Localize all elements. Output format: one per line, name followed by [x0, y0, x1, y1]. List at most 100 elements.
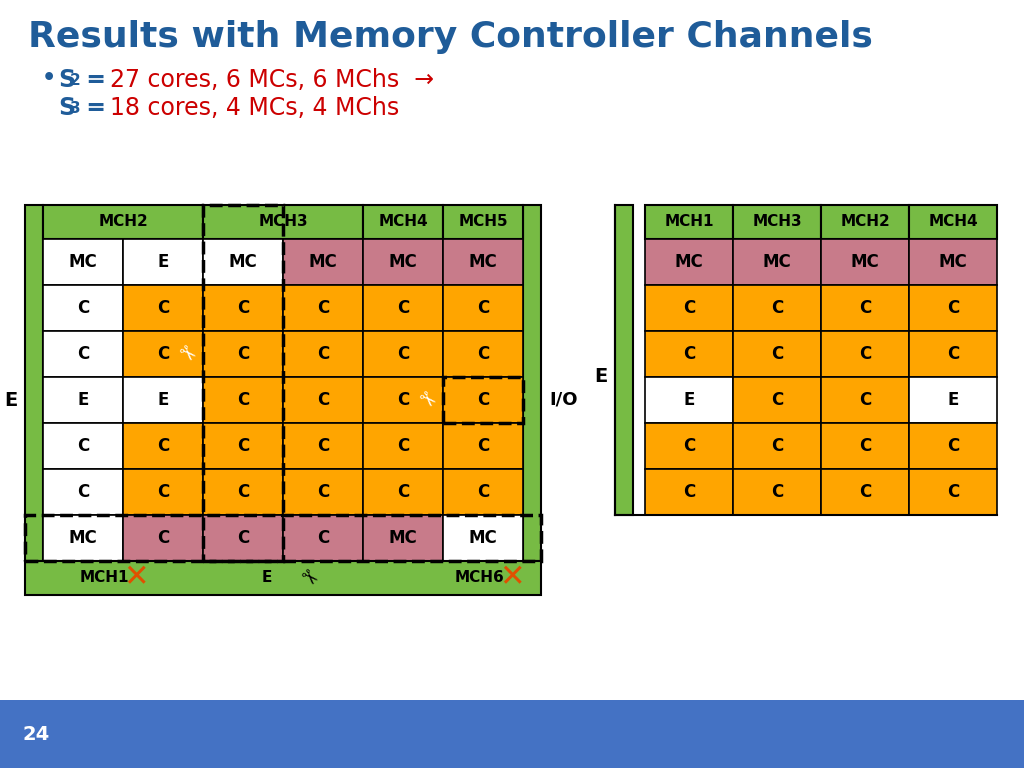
Text: C: C [157, 483, 169, 501]
Text: =: = [78, 96, 115, 120]
Text: C: C [947, 345, 959, 363]
Bar [43, 331, 123, 377]
Text: I/O: I/O [549, 391, 578, 409]
Text: C: C [77, 437, 89, 455]
Text: C: C [237, 391, 249, 409]
Text: 3: 3 [70, 101, 81, 116]
Bar [203, 205, 283, 561]
Bar [123, 515, 203, 561]
Text: MC: MC [69, 253, 97, 271]
Bar [443, 331, 523, 377]
Text: E: E [947, 391, 958, 409]
Text: C: C [157, 437, 169, 455]
Bar [43, 205, 203, 239]
Bar [645, 205, 733, 239]
Text: Results with Memory Controller Channels: Results with Memory Controller Channels [28, 20, 872, 54]
Text: C: C [157, 299, 169, 317]
Text: MCH2: MCH2 [840, 214, 890, 230]
Bar [909, 377, 997, 423]
Bar [203, 285, 283, 331]
Text: C: C [397, 345, 410, 363]
Bar [909, 205, 997, 239]
Bar [25, 205, 43, 561]
Bar [443, 205, 523, 239]
Bar [909, 285, 997, 331]
Text: 18 cores, 4 MCs, 4 MChs: 18 cores, 4 MCs, 4 MChs [110, 96, 399, 120]
Text: C: C [771, 345, 783, 363]
Bar [909, 469, 997, 515]
Bar [123, 239, 203, 285]
Text: MCH1: MCH1 [79, 571, 129, 585]
Text: C: C [157, 345, 169, 363]
Bar [645, 423, 733, 469]
Text: C: C [477, 391, 489, 409]
Text: MCH2: MCH2 [98, 214, 147, 230]
Text: E: E [158, 253, 169, 271]
Bar [821, 239, 909, 285]
Text: C: C [397, 483, 410, 501]
Bar [25, 515, 541, 561]
Text: E: E [594, 368, 607, 386]
Bar [203, 205, 362, 239]
Bar [821, 205, 909, 239]
Bar [909, 239, 997, 285]
Bar [821, 285, 909, 331]
Text: ✕: ✕ [123, 564, 148, 592]
Text: C: C [397, 391, 410, 409]
Text: MCH4: MCH4 [928, 214, 978, 230]
Bar [362, 515, 443, 561]
Text: E: E [4, 390, 17, 409]
Bar [362, 239, 443, 285]
Bar [443, 285, 523, 331]
Bar [443, 423, 523, 469]
Bar [645, 239, 733, 285]
Text: C: C [397, 437, 410, 455]
Bar [909, 423, 997, 469]
Text: MC: MC [389, 253, 418, 271]
Bar [362, 205, 443, 239]
Text: C: C [237, 483, 249, 501]
Text: C: C [683, 437, 695, 455]
Bar [43, 285, 123, 331]
Bar [123, 285, 203, 331]
Bar [283, 239, 362, 285]
Text: C: C [316, 437, 329, 455]
Text: C: C [859, 437, 871, 455]
Bar [443, 239, 523, 285]
Text: MC: MC [389, 529, 418, 547]
Bar [645, 331, 733, 377]
Text: C: C [237, 345, 249, 363]
Bar [821, 377, 909, 423]
Text: C: C [397, 299, 410, 317]
Text: E: E [683, 391, 694, 409]
Text: C: C [477, 437, 489, 455]
Bar [615, 205, 633, 515]
Bar [443, 515, 523, 561]
Text: MCH4: MCH4 [378, 214, 428, 230]
Text: •: • [42, 68, 56, 88]
Text: C: C [947, 437, 959, 455]
Text: MC: MC [69, 529, 97, 547]
Text: MC: MC [228, 253, 257, 271]
Text: MC: MC [851, 253, 880, 271]
Bar [821, 469, 909, 515]
Bar [733, 205, 821, 239]
Text: C: C [683, 483, 695, 501]
Bar [283, 469, 362, 515]
Bar [821, 331, 909, 377]
Bar [362, 331, 443, 377]
Text: C: C [77, 299, 89, 317]
Text: C: C [237, 529, 249, 547]
Text: C: C [316, 529, 329, 547]
Bar [733, 469, 821, 515]
Text: MCH1: MCH1 [665, 214, 714, 230]
Bar [203, 377, 283, 423]
Text: 24: 24 [22, 724, 49, 743]
Bar [203, 469, 283, 515]
Bar [362, 285, 443, 331]
Bar [733, 239, 821, 285]
Text: C: C [316, 483, 329, 501]
Bar [362, 469, 443, 515]
Bar [43, 377, 123, 423]
Text: MC: MC [763, 253, 792, 271]
